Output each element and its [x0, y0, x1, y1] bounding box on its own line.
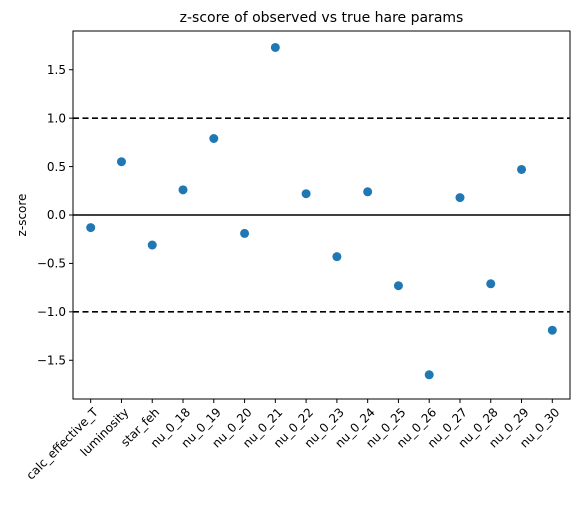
- data-point: [271, 43, 280, 52]
- data-point: [240, 229, 249, 238]
- y-tick-label: 0.0: [47, 208, 66, 222]
- y-tick-label: −0.5: [37, 257, 66, 271]
- y-axis-label: z-score: [15, 194, 29, 237]
- y-tick-label: 0.5: [47, 160, 66, 174]
- y-axis-ticks: −1.5 −1.0 −0.5 0.0 0.5 1.0 1.5: [37, 63, 73, 368]
- reference-lines: [73, 118, 570, 312]
- x-axis-ticks: calc_effective_Tluminositystar_fehnu_0_1…: [23, 399, 562, 483]
- chart-title: z-score of observed vs true hare params: [180, 10, 464, 26]
- y-tick-label: 1.0: [47, 111, 66, 125]
- data-point: [86, 223, 95, 232]
- data-point: [517, 165, 526, 174]
- data-point: [486, 279, 495, 288]
- y-tick-label: 1.5: [47, 63, 66, 77]
- data-point: [148, 241, 157, 250]
- y-tick-label: −1.5: [37, 353, 66, 367]
- data-point: [332, 252, 341, 261]
- data-point: [302, 189, 311, 198]
- data-point: [455, 193, 464, 202]
- data-point: [425, 370, 434, 379]
- data-point: [394, 281, 403, 290]
- data-point: [179, 185, 188, 194]
- data-point: [209, 134, 218, 143]
- y-tick-label: −1.0: [37, 305, 66, 319]
- data-points: [86, 43, 557, 379]
- data-point: [548, 326, 557, 335]
- data-point: [117, 157, 126, 166]
- data-point: [363, 187, 372, 196]
